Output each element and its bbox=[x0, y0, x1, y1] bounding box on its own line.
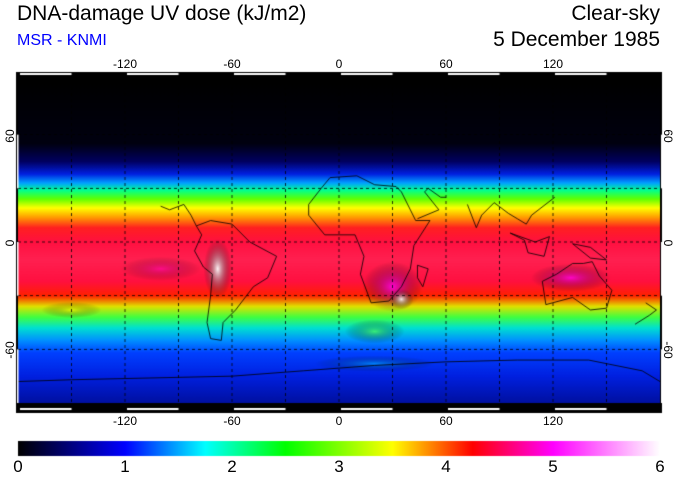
lon-label-bottom: 60 bbox=[439, 414, 453, 428]
colorbar-tick-label: 1 bbox=[120, 457, 130, 476]
lat-label-left: 60 bbox=[3, 128, 17, 143]
lon-label-bottom: -120 bbox=[112, 414, 138, 428]
date-label: 5 December 1985 bbox=[493, 28, 660, 51]
lon-label-bottom: 0 bbox=[335, 414, 343, 428]
lon-label-bottom: 120 bbox=[542, 414, 564, 428]
colorbar-tick-label: 0 bbox=[13, 457, 23, 476]
lat-label-right: 0 bbox=[661, 239, 675, 247]
lat-label-right: -60 bbox=[661, 341, 675, 359]
lon-label-top: 60 bbox=[439, 57, 453, 71]
colorbar-tick-label: 2 bbox=[227, 457, 237, 476]
map-subtitle: MSR - KNMI bbox=[17, 32, 107, 49]
lon-label-top: -120 bbox=[112, 57, 138, 71]
colorbar-tick-label: 3 bbox=[334, 457, 344, 476]
sky-mode-label: Clear-sky bbox=[571, 2, 660, 25]
map-title: DNA-damage UV dose (kJ/m2) bbox=[17, 2, 307, 25]
colorbar-tick-label: 4 bbox=[441, 457, 451, 476]
lon-label-bottom: -60 bbox=[223, 414, 241, 428]
lon-label-top: 0 bbox=[335, 57, 343, 71]
lat-label-left: -60 bbox=[3, 341, 17, 359]
lon-label-top: -60 bbox=[223, 57, 241, 71]
lat-label-right: 60 bbox=[661, 128, 675, 143]
colorbar-tick-label: 5 bbox=[548, 457, 558, 476]
lon-label-top: 120 bbox=[542, 57, 564, 71]
colorbar-tick-label: 6 bbox=[655, 457, 665, 476]
lat-label-left: 0 bbox=[3, 239, 17, 247]
